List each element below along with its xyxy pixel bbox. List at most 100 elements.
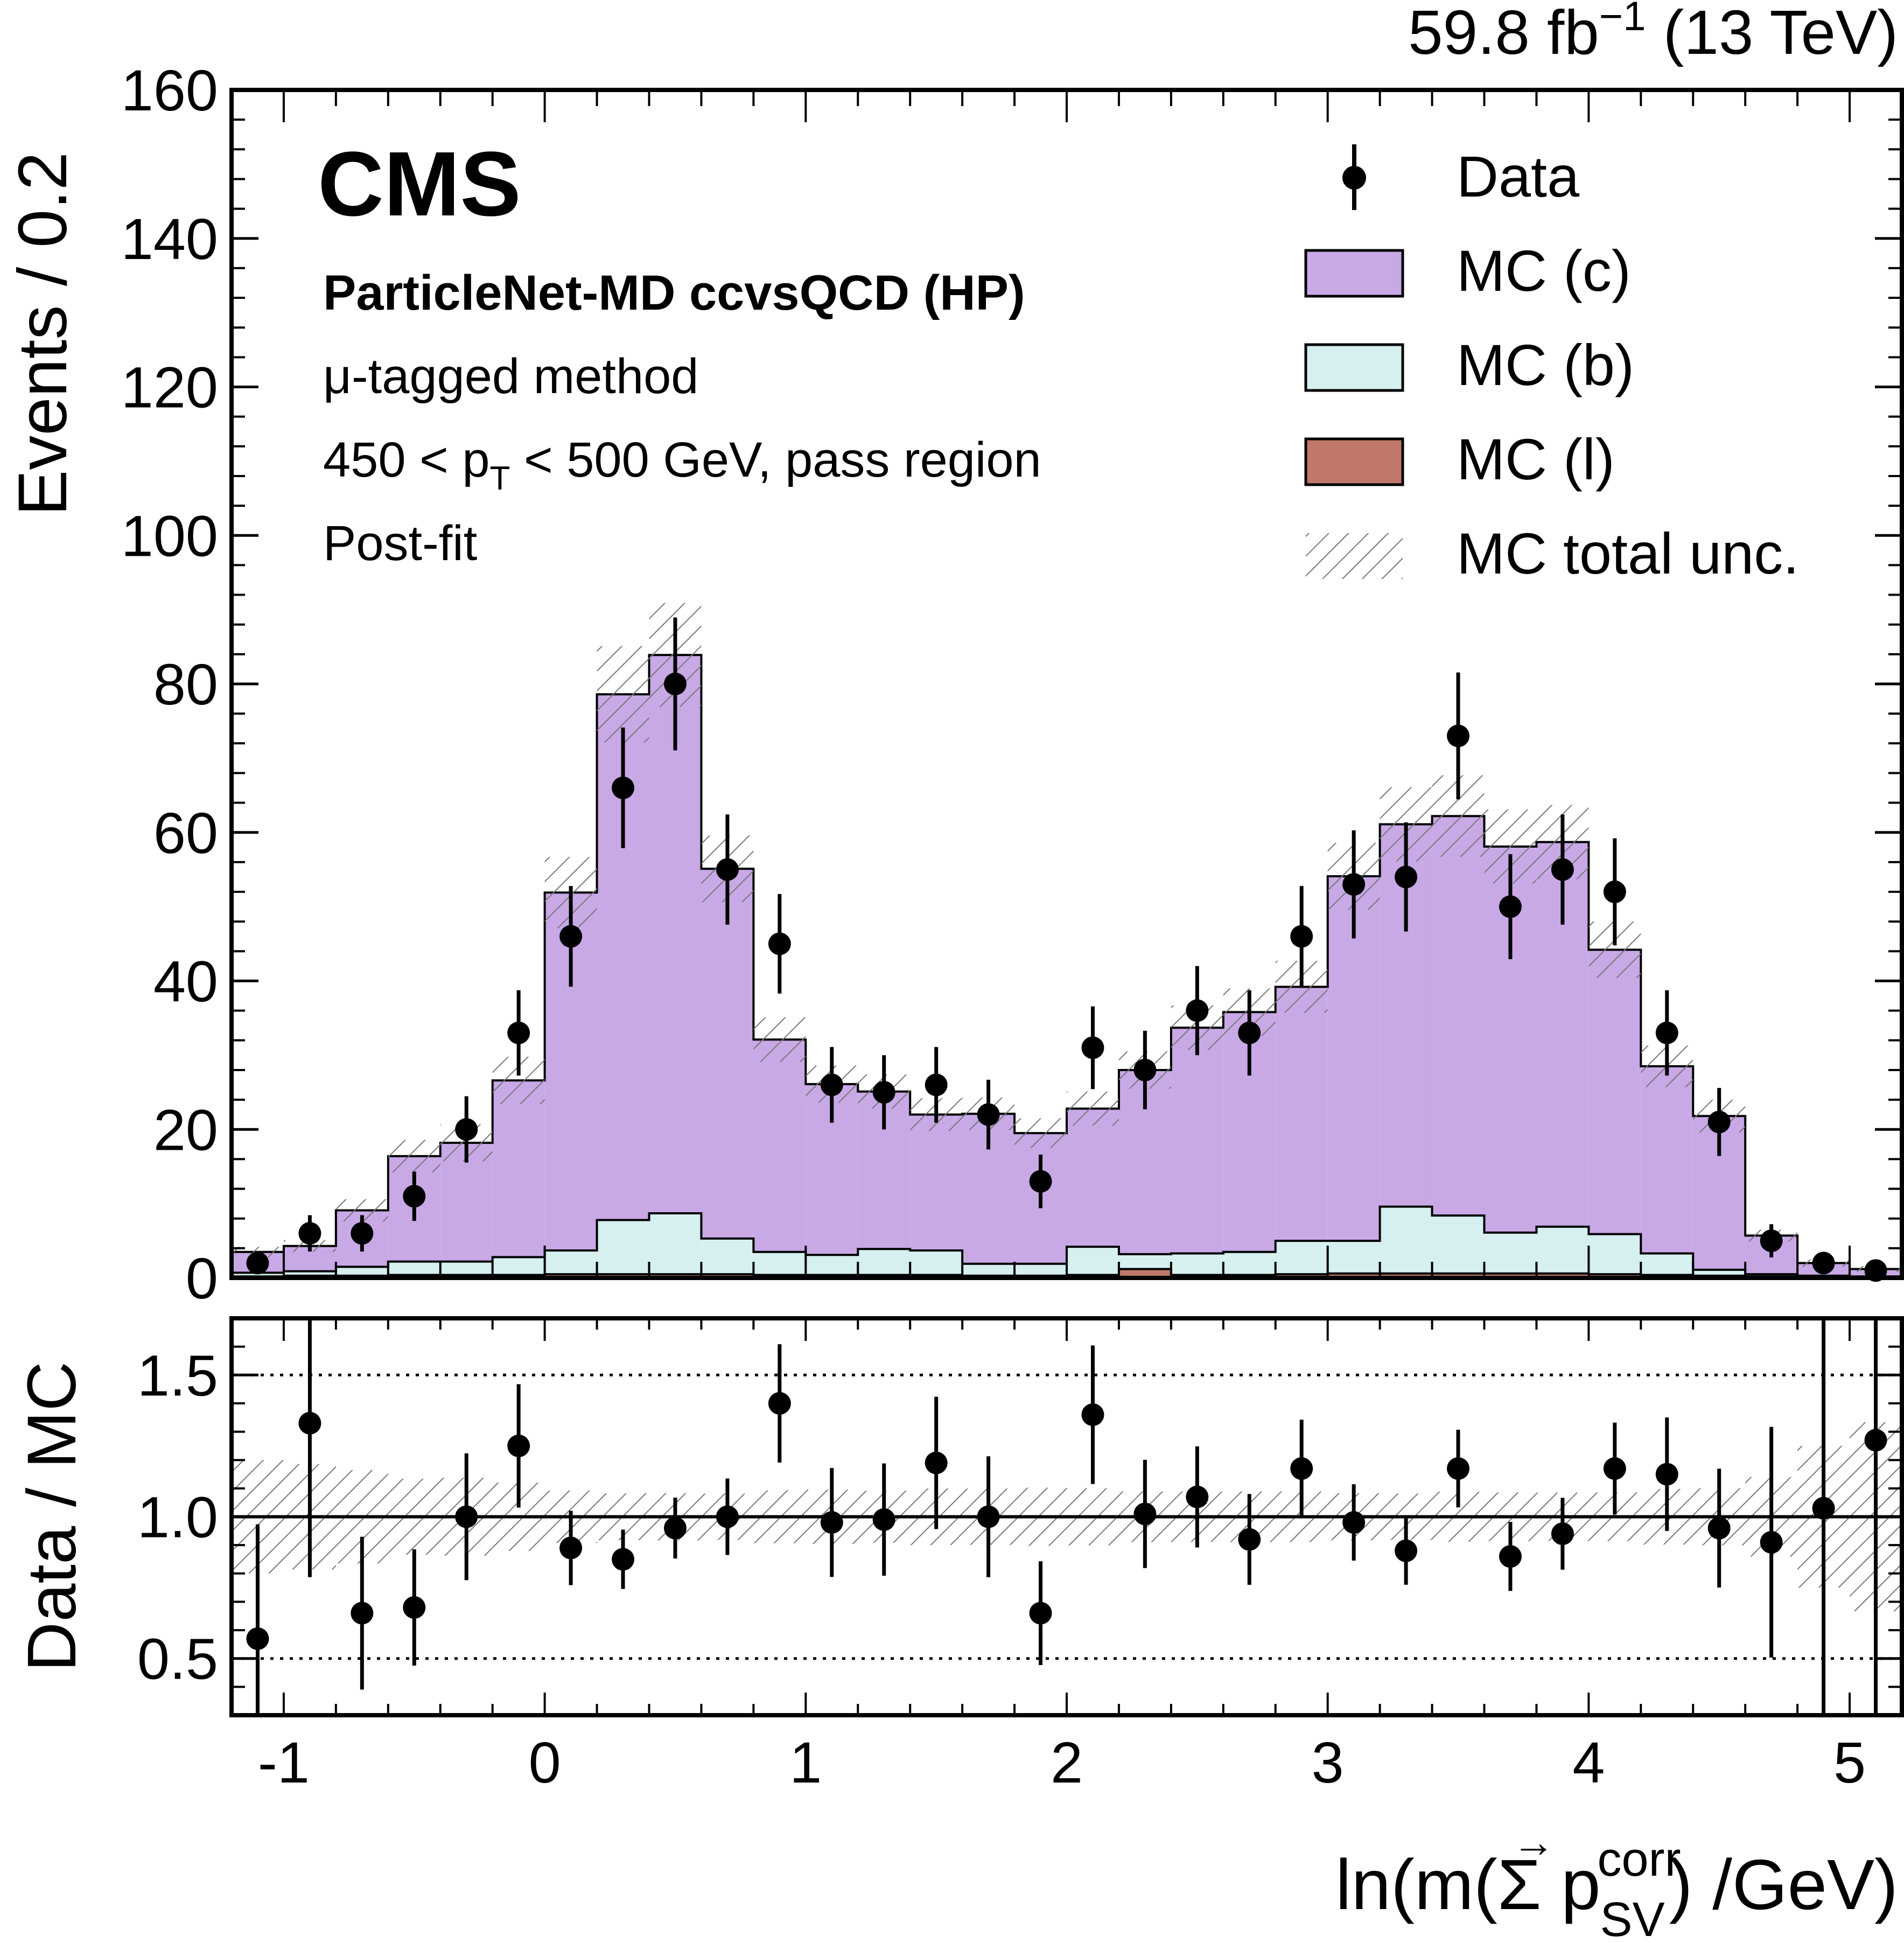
ratio-point bbox=[1081, 1403, 1104, 1426]
legend-mc-b-swatch bbox=[1304, 343, 1404, 392]
top-panel-ticks: 0 20 40 60 80 100 120 140 160 bbox=[121, 58, 1903, 1311]
legend-data-label: Data bbox=[1457, 144, 1580, 209]
mc-stack bbox=[230, 654, 1903, 1278]
data-point bbox=[768, 932, 791, 955]
ratio-point bbox=[1238, 1528, 1261, 1551]
legend-mc-l-swatch bbox=[1304, 437, 1404, 486]
ratio-point bbox=[716, 1505, 739, 1528]
mc-l-bar bbox=[1327, 1273, 1380, 1278]
bottom-y-tick-label: 1.0 bbox=[137, 1485, 218, 1550]
ratio-point bbox=[663, 1516, 687, 1540]
mc-b-bar bbox=[1432, 1215, 1485, 1274]
mc-c-bar bbox=[1588, 949, 1641, 1234]
mc-b-bar bbox=[753, 1252, 806, 1275]
data-point bbox=[1447, 724, 1470, 747]
legend: Data MC (c) MC (b) MC (l) MC total unc. bbox=[1304, 144, 1799, 586]
mc-b-bar bbox=[1118, 1254, 1171, 1269]
mc-c-bar bbox=[910, 1114, 963, 1250]
data-point bbox=[1760, 1229, 1783, 1253]
legend-mc-c-swatch bbox=[1304, 249, 1404, 298]
data-point bbox=[977, 1103, 1000, 1126]
mc-c-bar bbox=[1641, 1066, 1693, 1254]
data-point bbox=[298, 1222, 321, 1245]
mc-b-bar bbox=[388, 1261, 440, 1275]
mc-b-bar bbox=[858, 1249, 911, 1275]
mc-b-bar bbox=[1327, 1241, 1380, 1274]
top-y-tick-label: 40 bbox=[153, 949, 218, 1014]
x-tick-label: 3 bbox=[1312, 1730, 1344, 1795]
data-point bbox=[663, 673, 687, 695]
mc-l-bar bbox=[1432, 1273, 1485, 1278]
data-point bbox=[351, 1222, 374, 1245]
mc-unc-bar bbox=[597, 646, 649, 743]
mc-b-bar bbox=[232, 1273, 284, 1277]
ratio-point bbox=[1707, 1516, 1731, 1540]
mc-c-bar bbox=[1432, 816, 1485, 1216]
ratio-point bbox=[455, 1505, 478, 1528]
ratio-point bbox=[1603, 1457, 1626, 1480]
ratio-point bbox=[1290, 1457, 1313, 1480]
top-y-tick-label: 80 bbox=[153, 652, 218, 717]
mc-b-bar bbox=[806, 1255, 858, 1275]
ratio-point bbox=[1499, 1545, 1522, 1568]
mc-c-bar bbox=[1171, 1028, 1223, 1254]
ratio-point bbox=[1447, 1457, 1470, 1480]
legend-mc-c-label: MC (c) bbox=[1457, 238, 1631, 303]
mc-l-bar bbox=[1484, 1273, 1537, 1278]
data-point bbox=[1655, 1022, 1678, 1045]
bottom-y-tick-label: 0.5 bbox=[137, 1626, 218, 1692]
method-label: μ-tagged method bbox=[323, 349, 698, 404]
data-point bbox=[1812, 1252, 1835, 1275]
mc-b-bar bbox=[492, 1257, 545, 1275]
data-points bbox=[246, 617, 1887, 1282]
mc-b-bar bbox=[1380, 1206, 1432, 1274]
x-tick-label: 2 bbox=[1051, 1730, 1083, 1795]
mc-b-bar bbox=[1223, 1252, 1276, 1275]
x-axis-vector-arrow: → bbox=[1512, 1818, 1555, 1866]
mc-b-bar bbox=[1536, 1226, 1589, 1274]
data-point bbox=[1707, 1110, 1731, 1134]
mc-c-bar bbox=[492, 1080, 545, 1257]
data-point bbox=[1603, 880, 1626, 904]
top-y-tick-label: 160 bbox=[121, 58, 218, 123]
ratio-point bbox=[1760, 1530, 1783, 1554]
top-y-tick-label: 140 bbox=[121, 206, 218, 271]
data-point bbox=[455, 1118, 478, 1141]
pt-region-label: 450 < pT < 500 GeV, pass region bbox=[323, 432, 1041, 497]
data-point bbox=[1499, 895, 1522, 918]
ratio-point bbox=[1186, 1485, 1209, 1508]
mc-c-bar bbox=[753, 1039, 806, 1252]
data-point bbox=[1133, 1058, 1157, 1081]
mc-unc-bar bbox=[1014, 1118, 1067, 1148]
mc-b-bar bbox=[1588, 1234, 1641, 1275]
ratio-point bbox=[872, 1508, 895, 1531]
ratio-point bbox=[612, 1548, 635, 1571]
mc-b-bar bbox=[910, 1250, 963, 1275]
ratio-point bbox=[768, 1392, 791, 1415]
ratio-point bbox=[1551, 1522, 1574, 1546]
data-point bbox=[1081, 1036, 1104, 1059]
ratio-point bbox=[1133, 1502, 1157, 1526]
ratio-point bbox=[1864, 1429, 1887, 1452]
top-y-tick-label: 120 bbox=[121, 355, 218, 420]
tagger-label: ParticleNet-MD ccvsQCD (HP) bbox=[323, 265, 1025, 320]
ratio-point bbox=[1395, 1539, 1418, 1562]
ratio-point bbox=[1812, 1497, 1835, 1520]
mc-unc-bar bbox=[388, 1140, 440, 1173]
x-axis-label: ln(m(Σ pcorr SV) /GeV) bbox=[1335, 1833, 1898, 1943]
top-y-tick-label: 20 bbox=[153, 1097, 218, 1162]
x-tick-label: 4 bbox=[1572, 1730, 1605, 1795]
data-point bbox=[507, 1022, 530, 1045]
data-point bbox=[925, 1073, 948, 1096]
data-point bbox=[872, 1081, 895, 1104]
ratio-point bbox=[559, 1536, 583, 1560]
top-y-axis-label: Events / 0.2 bbox=[4, 152, 81, 516]
mc-b-bar bbox=[335, 1267, 388, 1276]
mc-c-bar bbox=[1275, 987, 1328, 1241]
ratio-point bbox=[1029, 1602, 1052, 1625]
fit-label: Post-fit bbox=[323, 516, 477, 571]
mc-l-bar bbox=[1536, 1273, 1589, 1278]
data-point bbox=[1238, 1022, 1261, 1045]
experiment-label: CMS bbox=[318, 133, 521, 235]
bottom-y-axis-label: Data / MC bbox=[13, 1361, 90, 1672]
